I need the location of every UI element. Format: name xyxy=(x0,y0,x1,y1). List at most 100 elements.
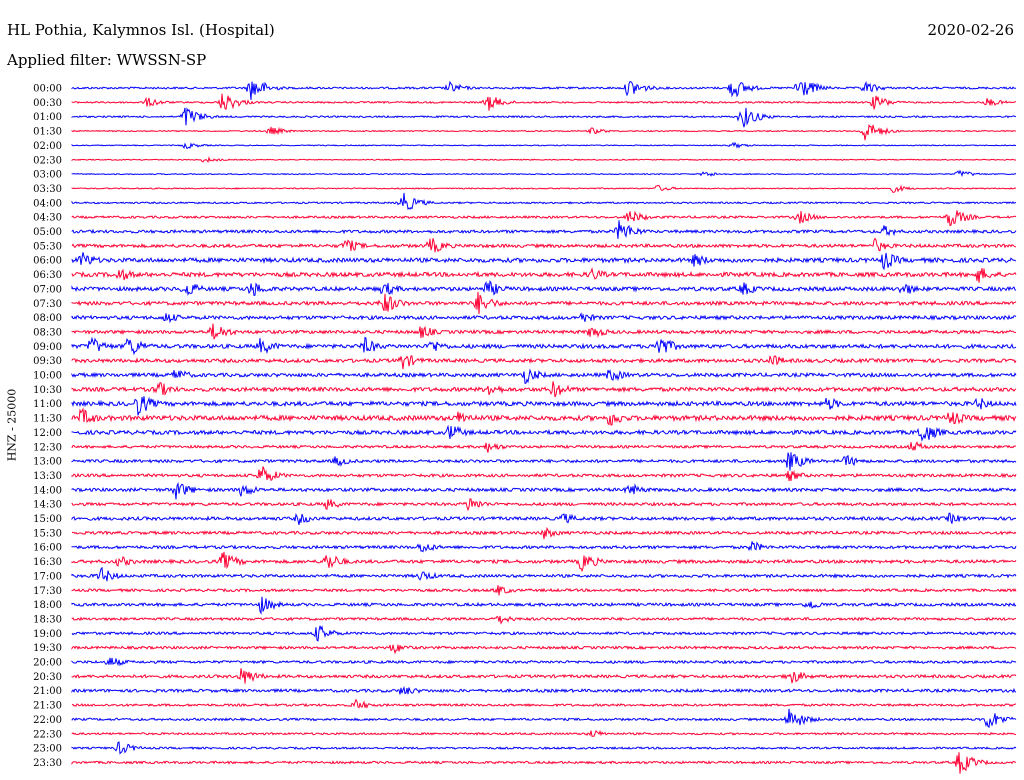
time-tick-label: 12:00 xyxy=(33,428,62,439)
time-tick-label: 09:30 xyxy=(33,356,62,367)
trace-line xyxy=(71,107,1017,128)
time-tick-label: 21:00 xyxy=(33,686,62,697)
time-tick-label: 07:00 xyxy=(33,284,62,295)
time-tick-label: 17:00 xyxy=(33,571,62,582)
time-tick-label: 23:00 xyxy=(33,744,62,755)
trace-line xyxy=(71,141,1017,150)
time-tick-label: 10:00 xyxy=(33,371,62,382)
time-tick-label: 01:30 xyxy=(33,127,62,138)
time-tick-label: 18:00 xyxy=(33,600,62,611)
trace-line xyxy=(71,698,1017,709)
time-tick-label: 15:00 xyxy=(33,514,62,525)
time-tick-label: 17:30 xyxy=(33,586,62,597)
time-tick-label: 03:30 xyxy=(33,184,62,195)
trace-line xyxy=(71,466,1017,482)
trace-line xyxy=(71,551,1017,573)
trace-line xyxy=(71,741,1017,755)
time-tick-label: 16:30 xyxy=(33,557,62,568)
trace-line xyxy=(71,708,1017,728)
trace-line xyxy=(71,596,1017,615)
trace-line xyxy=(71,541,1017,553)
time-tick-label: 18:30 xyxy=(33,614,62,625)
time-tick-label: 16:00 xyxy=(33,543,62,554)
time-tick-label: 21:30 xyxy=(33,701,62,712)
trace-line xyxy=(71,396,1017,416)
trace-line xyxy=(71,566,1017,582)
time-tick-label: 00:00 xyxy=(33,84,62,95)
trace-line xyxy=(71,526,1017,540)
time-tick-label: 06:00 xyxy=(33,256,62,267)
trace-line xyxy=(71,668,1017,684)
trace-line xyxy=(71,266,1017,283)
time-tick-label: 22:30 xyxy=(33,729,62,740)
trace-line xyxy=(71,323,1017,340)
trace-line xyxy=(71,512,1017,526)
trace-line xyxy=(71,381,1017,398)
time-tick-label: 08:00 xyxy=(33,313,62,324)
trace-line xyxy=(71,729,1017,737)
record-date: 2020-02-26 xyxy=(927,21,1014,39)
trace-line xyxy=(71,585,1017,596)
time-tick-label: 13:00 xyxy=(33,457,62,468)
trace-line xyxy=(71,80,1017,101)
time-tick-label: 10:30 xyxy=(33,385,62,396)
time-tick-label: 08:30 xyxy=(33,327,62,338)
trace-line xyxy=(71,498,1017,512)
trace-line xyxy=(71,368,1017,384)
trace-line xyxy=(71,252,1017,271)
station-title: HL Pothia, Kalymnos Isl. (Hospital) xyxy=(7,21,275,39)
time-tick-label: 02:00 xyxy=(33,141,62,152)
trace-line xyxy=(71,93,1016,111)
time-tick-label: 19:00 xyxy=(33,629,62,640)
trace-line xyxy=(71,685,1017,695)
trace-line xyxy=(71,169,1017,178)
time-tick-label: 14:00 xyxy=(33,485,62,496)
trace-line xyxy=(71,156,1017,163)
time-tick-label: 00:30 xyxy=(33,98,62,109)
time-tick-label: 19:30 xyxy=(33,643,62,654)
time-tick-label: 20:30 xyxy=(33,672,62,683)
time-tick-label: 04:30 xyxy=(33,213,62,224)
time-tick-label: 23:30 xyxy=(33,758,62,769)
trace-line xyxy=(71,280,1017,297)
trace-line xyxy=(71,237,1017,253)
trace-line xyxy=(71,291,1017,315)
time-tick-label: 02:30 xyxy=(33,155,62,166)
time-tick-label: 07:30 xyxy=(33,299,62,310)
trace-line xyxy=(71,441,1017,453)
filter-label: Applied filter: WWSSN-SP xyxy=(7,51,207,69)
trace-line xyxy=(71,355,1017,370)
time-tick-label: 01:00 xyxy=(33,112,62,123)
time-tick-label: 13:30 xyxy=(33,471,62,482)
trace-line xyxy=(71,424,1017,442)
trace-line xyxy=(71,336,1017,356)
time-tick-label: 22:00 xyxy=(33,715,62,726)
trace-line xyxy=(71,615,1017,625)
time-tick-label: 11:00 xyxy=(33,399,62,410)
trace-line xyxy=(71,452,1017,471)
trace-line xyxy=(71,481,1017,500)
trace-line xyxy=(71,192,1017,211)
trace-line xyxy=(71,210,1017,227)
trace-line xyxy=(71,657,1017,667)
trace-line xyxy=(71,625,1017,642)
time-tick-label: 04:00 xyxy=(33,198,62,209)
trace-line xyxy=(71,752,1017,774)
time-tick-label: 20:00 xyxy=(33,658,62,669)
time-tick-label: 11:30 xyxy=(33,414,62,425)
time-tick-label: 05:00 xyxy=(33,227,62,238)
trace-line xyxy=(71,644,1017,655)
trace-line xyxy=(71,184,1017,193)
trace-line xyxy=(71,312,1017,324)
time-tick-label: 15:30 xyxy=(33,528,62,539)
time-tick-label: 05:30 xyxy=(33,241,62,252)
trace-line xyxy=(71,407,1017,426)
time-tick-label: 09:00 xyxy=(33,342,62,353)
trace-line xyxy=(71,123,1017,141)
time-tick-label: 06:30 xyxy=(33,270,62,281)
time-tick-label: 03:00 xyxy=(33,170,62,181)
time-tick-label: 14:30 xyxy=(33,500,62,511)
trace-line xyxy=(71,220,1017,239)
